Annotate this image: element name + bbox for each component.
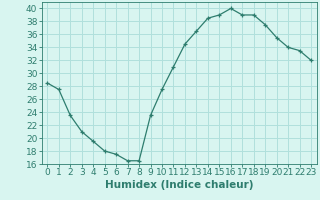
- X-axis label: Humidex (Indice chaleur): Humidex (Indice chaleur): [105, 180, 253, 190]
